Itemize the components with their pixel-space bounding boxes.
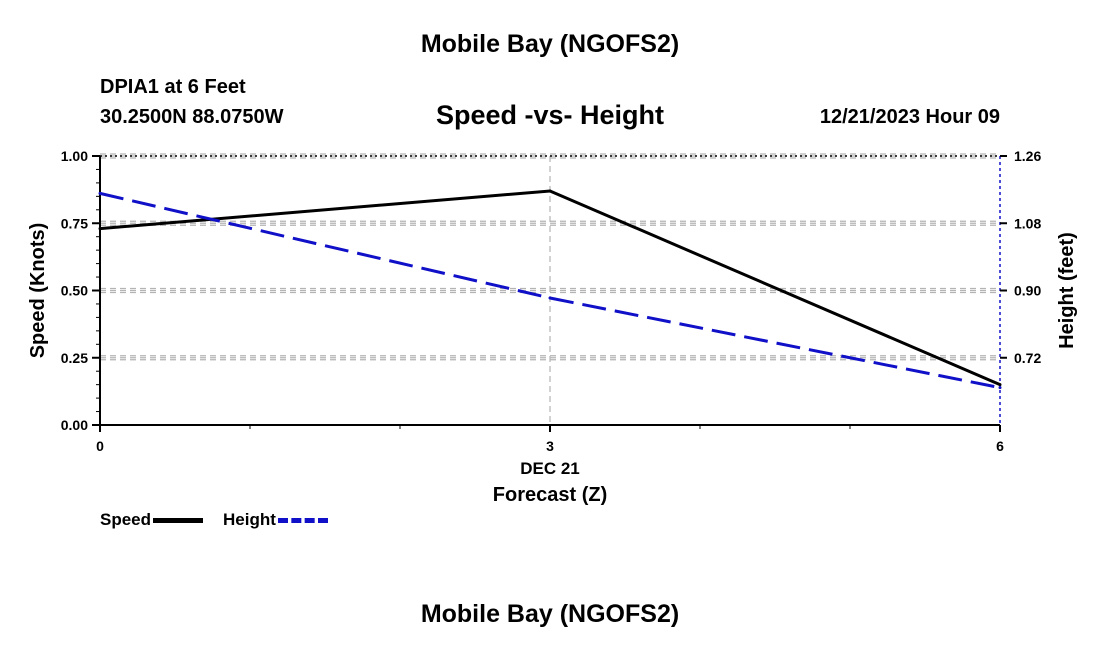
- y-tick-label-left-4: 1.00: [61, 148, 88, 164]
- chart-title: Mobile Bay (NGOFS2): [420, 30, 680, 58]
- x-axis-date-label: DEC 21: [520, 459, 580, 478]
- legend-label-height: Height: [223, 510, 276, 529]
- data-point-speed-2: [998, 383, 1002, 387]
- legend-swatch-speed: [153, 517, 204, 523]
- y-axis-right-title: Height (feet): [1056, 232, 1078, 349]
- y-tick-label-left-1: 0.25: [61, 350, 88, 366]
- legend-swatch-height: [277, 517, 328, 523]
- y-axis-left-title: Speed (Knots): [27, 223, 49, 359]
- series-line-height: [99, 191, 1001, 390]
- footer-title: Mobile Bay (NGOFS2): [420, 600, 680, 628]
- data-point-height-1: [548, 296, 552, 300]
- coordinates-label: 30.2500N 88.0750W: [100, 106, 284, 128]
- legend-item-speed: Speed: [100, 510, 204, 530]
- station-label: DPIA1 at 6 Feet: [100, 76, 246, 98]
- x-tick-label-1: 3: [546, 438, 554, 454]
- y-tick-label-right-3: 1.26: [1014, 148, 1041, 164]
- x-axis-title: Forecast (Z): [493, 484, 607, 506]
- data-point-height-2: [998, 386, 1002, 390]
- y-tick-label-right-0: 0.72: [1014, 350, 1041, 366]
- data-point-height-0: [98, 191, 102, 195]
- chart-legend: Speed Height: [100, 509, 348, 531]
- data-point-speed-0: [98, 227, 102, 231]
- x-tick-label-0: 0: [96, 438, 104, 454]
- y-tick-label-left-3: 0.75: [61, 215, 88, 231]
- y-tick-label-right-1: 0.90: [1014, 283, 1041, 299]
- data-point-speed-1: [548, 189, 552, 193]
- legend-item-height: Height: [223, 510, 328, 530]
- forecast-datetime: 12/21/2023 Hour 09: [819, 106, 1000, 128]
- y-tick-label-left-0: 0.00: [61, 417, 88, 433]
- y-tick-label-right-2: 1.08: [1014, 215, 1041, 231]
- y-tick-label-left-2: 0.50: [61, 283, 88, 299]
- x-tick-label-2: 6: [996, 438, 1004, 454]
- chart-subtitle: Speed -vs- Height: [435, 100, 665, 130]
- legend-label-speed: Speed: [100, 510, 152, 529]
